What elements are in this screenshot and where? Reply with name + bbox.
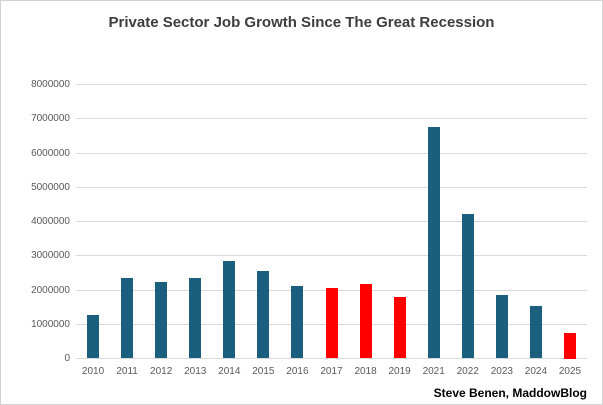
- bar-2023: [495, 295, 508, 359]
- x-axis-tick-label-2010: 2010: [81, 366, 105, 377]
- y-axis-tick-label: 4000000: [31, 216, 70, 227]
- bar-2012: [155, 281, 168, 359]
- bar-2021: [427, 126, 440, 359]
- gridline-0: [76, 358, 587, 359]
- bar-2016: [291, 285, 304, 359]
- x-axis-tick-label-2011: 2011: [116, 366, 138, 377]
- x-axis-tick-label-2016: 2016: [286, 366, 309, 377]
- chart-attribution: Steve Benen, MaddowBlog: [433, 386, 587, 400]
- y-axis-tick-label: 6000000: [31, 147, 70, 159]
- y-axis-tick-label: 8000000: [31, 79, 70, 90]
- gridline-7000000: [76, 118, 587, 120]
- gridline-6000000: [76, 152, 587, 154]
- y-axis-tick-label: 7000000: [31, 113, 70, 125]
- gridline-5000000: [76, 186, 587, 188]
- chart-title: Private Sector Job Growth Since The Grea…: [108, 14, 495, 31]
- bar-2025: [563, 332, 576, 359]
- y-axis-tick-label: 3000000: [31, 250, 70, 262]
- x-axis-tick-label-2018: 2018: [354, 366, 377, 377]
- x-axis-tick-label-2024: 2024: [524, 366, 548, 377]
- gridline-3000000: [76, 255, 587, 257]
- bar-2010: [87, 314, 100, 359]
- x-axis-tick-label-2022: 2022: [456, 366, 479, 377]
- x-axis-tick-label-2017: 2017: [320, 366, 343, 377]
- x-axis-tick-label-2019: 2019: [388, 366, 411, 377]
- x-axis-tick-label-2014: 2014: [218, 366, 241, 377]
- bar-2017: [325, 287, 338, 359]
- bar-2024: [529, 305, 542, 359]
- x-axis-tick-label-2012: 2012: [150, 366, 173, 377]
- x-axis-tick-label-2023: 2023: [490, 366, 513, 377]
- gridline-8000000: [76, 84, 587, 85]
- bar-2018: [359, 283, 372, 359]
- y-axis-tick-label: 2000000: [31, 284, 70, 296]
- y-axis-tick-label: 1000000: [31, 318, 70, 330]
- bar-2013: [189, 278, 202, 359]
- y-axis-tick-label: 5000000: [31, 181, 70, 193]
- x-axis-tick-label-2015: 2015: [252, 366, 275, 377]
- bar-2011: [121, 278, 134, 359]
- bar-2022: [461, 214, 474, 359]
- bar-2015: [257, 271, 270, 359]
- bar-2019: [393, 296, 406, 359]
- x-axis-tick-label-2013: 2013: [184, 366, 207, 377]
- gridline-4000000: [76, 221, 587, 222]
- x-axis-tick-label-2025: 2025: [558, 366, 582, 377]
- x-axis-tick-label-2021: 2021: [422, 366, 445, 377]
- bar-2014: [223, 261, 236, 359]
- y-axis-tick-label: 0: [64, 353, 70, 364]
